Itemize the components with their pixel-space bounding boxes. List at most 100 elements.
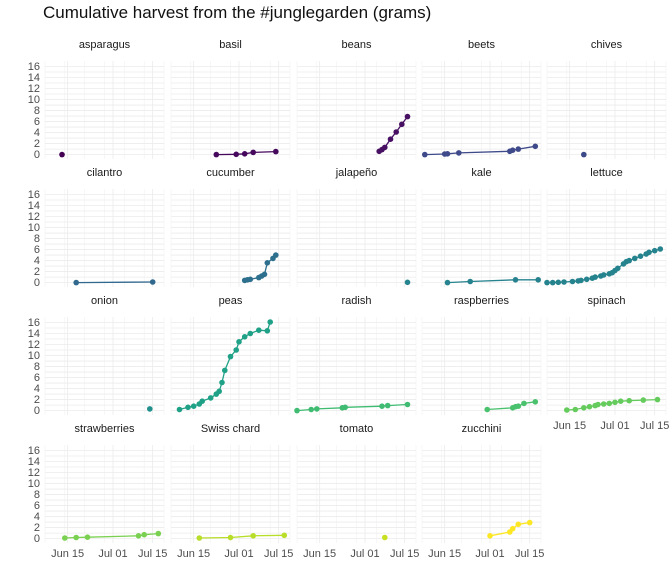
facet-label: basil bbox=[219, 39, 242, 51]
data-point bbox=[62, 535, 68, 541]
y-tick-label: 16 bbox=[28, 189, 40, 201]
data-point bbox=[654, 396, 661, 403]
data-point bbox=[219, 379, 225, 386]
data-point bbox=[213, 151, 220, 158]
y-tick-label: 12 bbox=[28, 467, 40, 479]
data-point bbox=[600, 272, 607, 278]
data-point bbox=[640, 397, 647, 403]
facet-panel: raspberries bbox=[421, 295, 542, 415]
data-point bbox=[73, 279, 79, 286]
facet-panel: jalapeño bbox=[296, 167, 417, 287]
y-tick-label: 10 bbox=[28, 478, 40, 490]
x-tick-label: Jun 15 bbox=[51, 548, 84, 560]
data-point bbox=[586, 403, 593, 410]
data-point bbox=[515, 146, 522, 152]
data-point bbox=[73, 534, 79, 541]
data-point bbox=[544, 279, 550, 286]
data-point bbox=[651, 247, 658, 254]
data-point bbox=[342, 404, 349, 411]
y-tick-label: 14 bbox=[28, 72, 40, 84]
facet-label: lettuce bbox=[590, 167, 622, 179]
y-tick-label: 16 bbox=[28, 317, 40, 329]
x-tick-label: Jul 15 bbox=[138, 548, 167, 560]
x-tick-label: Jun 15 bbox=[303, 548, 336, 560]
y-tick-label: 0 bbox=[34, 533, 40, 545]
chart-title: Cumulative harvest from the #junglegarde… bbox=[43, 3, 432, 22]
y-tick-label: 4 bbox=[34, 383, 40, 395]
data-point bbox=[273, 252, 279, 258]
data-point bbox=[281, 532, 288, 539]
series-line bbox=[447, 279, 539, 284]
data-point bbox=[255, 327, 262, 334]
y-tick-label: 14 bbox=[28, 328, 40, 340]
data-point bbox=[404, 401, 411, 408]
facet-label: zucchini bbox=[462, 423, 502, 435]
y-tick-label: 2 bbox=[34, 138, 40, 150]
data-point bbox=[564, 407, 570, 413]
facet-label: tomato bbox=[340, 423, 374, 435]
data-point bbox=[308, 406, 315, 413]
data-point bbox=[141, 531, 147, 538]
data-point bbox=[84, 534, 91, 540]
facet-panel: zucchini Jun 15 Jul 01 Jul 15 bbox=[421, 423, 544, 560]
data-point bbox=[314, 406, 320, 412]
data-point bbox=[657, 246, 664, 252]
facet-panel: chives bbox=[546, 39, 667, 159]
x-tick-label: Jul 15 bbox=[640, 420, 669, 432]
data-point bbox=[617, 398, 624, 405]
y-tick-label: 8 bbox=[34, 233, 40, 245]
data-point bbox=[583, 276, 590, 283]
y-tick-label: 0 bbox=[34, 149, 40, 161]
y-tick-label: 0 bbox=[34, 277, 40, 289]
y-tick-label: 8 bbox=[34, 361, 40, 373]
x-tick-label: Jul 01 bbox=[224, 548, 253, 560]
data-point bbox=[247, 276, 254, 283]
facet-panel: beets bbox=[421, 39, 542, 159]
x-tick-label: Jul 01 bbox=[475, 548, 504, 560]
data-point bbox=[581, 405, 587, 411]
facet-panel: basil bbox=[170, 39, 291, 159]
data-point bbox=[515, 403, 522, 410]
y-tick-label: 14 bbox=[28, 200, 40, 212]
y-tick-label: 4 bbox=[34, 511, 40, 523]
y-tick-label: 6 bbox=[34, 116, 40, 128]
facet-label: chives bbox=[591, 39, 623, 51]
y-tick-label: 0 bbox=[34, 405, 40, 417]
data-point bbox=[222, 367, 228, 374]
data-point bbox=[264, 260, 271, 266]
data-point bbox=[393, 129, 400, 135]
data-point bbox=[549, 279, 556, 286]
data-point bbox=[216, 388, 222, 395]
data-point bbox=[247, 330, 254, 337]
data-point bbox=[555, 279, 562, 286]
data-point bbox=[487, 533, 493, 539]
data-point bbox=[264, 328, 271, 334]
x-tick-label: Jul 01 bbox=[350, 548, 379, 560]
data-point bbox=[59, 151, 65, 158]
x-tick-label: Jul 15 bbox=[515, 548, 544, 560]
data-point bbox=[267, 319, 274, 325]
data-point bbox=[512, 277, 519, 283]
series-line bbox=[76, 281, 153, 284]
y-tick-label: 10 bbox=[28, 350, 40, 362]
facet-label: onion bbox=[91, 295, 118, 307]
facet-panel: radish bbox=[294, 295, 417, 415]
data-point bbox=[196, 535, 203, 541]
data-point bbox=[626, 397, 632, 404]
data-point bbox=[632, 255, 638, 262]
data-point bbox=[626, 257, 632, 264]
data-point bbox=[379, 403, 385, 410]
data-point bbox=[236, 339, 242, 345]
data-point bbox=[484, 406, 491, 413]
data-point bbox=[233, 347, 239, 353]
facet-label: asparagus bbox=[79, 39, 131, 51]
x-tick-label: Jul 01 bbox=[98, 548, 127, 560]
data-point bbox=[149, 279, 156, 285]
data-point bbox=[422, 151, 428, 158]
data-point bbox=[600, 401, 607, 407]
